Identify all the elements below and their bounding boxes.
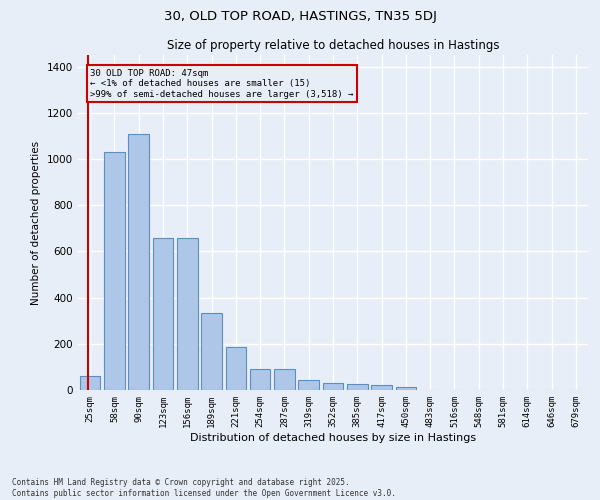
Text: 30, OLD TOP ROAD, HASTINGS, TN35 5DJ: 30, OLD TOP ROAD, HASTINGS, TN35 5DJ (164, 10, 436, 23)
Text: 30 OLD TOP ROAD: 47sqm
← <1% of detached houses are smaller (15)
>99% of semi-de: 30 OLD TOP ROAD: 47sqm ← <1% of detached… (90, 69, 353, 98)
Bar (323, 383, 343, 390)
Bar (80, 376, 100, 390)
Bar (250, 369, 271, 390)
X-axis label: Distribution of detached houses by size in Hastings: Distribution of detached houses by size … (190, 432, 476, 442)
Bar (177, 238, 197, 390)
Bar (395, 386, 416, 390)
Bar (152, 238, 173, 390)
Y-axis label: Number of detached properties: Number of detached properties (31, 140, 41, 304)
Bar (347, 384, 368, 390)
Bar (201, 312, 222, 390)
Text: Contains HM Land Registry data © Crown copyright and database right 2025.
Contai: Contains HM Land Registry data © Crown c… (12, 478, 396, 498)
Bar (274, 369, 295, 390)
Bar (226, 347, 246, 390)
Bar (371, 386, 392, 390)
Bar (128, 134, 149, 390)
Title: Size of property relative to detached houses in Hastings: Size of property relative to detached ho… (167, 40, 499, 52)
Bar (104, 152, 125, 390)
Bar (298, 380, 319, 390)
